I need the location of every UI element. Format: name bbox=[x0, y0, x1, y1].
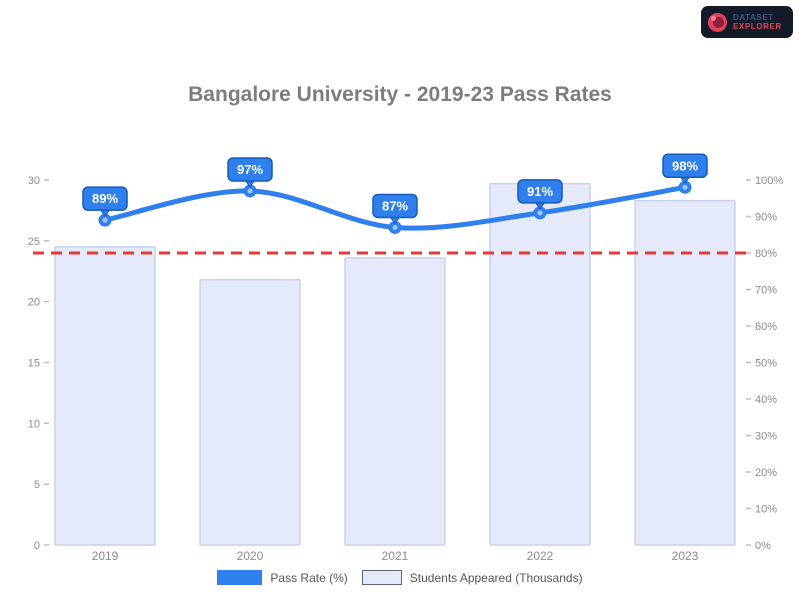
data-label-callout bbox=[517, 179, 563, 204]
data-label-callout bbox=[82, 186, 128, 211]
axes-layer: 30 25 20 15 10 5 0 100% 90% 80% 70% 60% 50% 40% 30% 20%… bbox=[28, 175, 784, 563]
trend-line-layer bbox=[98, 180, 692, 234]
y-axis-right-label: 40% bbox=[755, 394, 777, 406]
data-label-text: 91% bbox=[527, 184, 553, 199]
y-axis-right-label: 100% bbox=[755, 175, 783, 187]
y-axis-right-label: 60% bbox=[755, 321, 777, 333]
legend-item-students: Students Appeared (Thousands) bbox=[361, 570, 583, 585]
y-axis-left-label: 5 bbox=[34, 479, 40, 491]
y-axis-right-label: 20% bbox=[755, 467, 777, 479]
y-axis-right-label: 50% bbox=[755, 358, 777, 370]
app-logo-badge: DATASET EXPLORER bbox=[701, 6, 793, 38]
data-label-text: 89% bbox=[92, 191, 118, 206]
bar bbox=[54, 246, 156, 546]
data-point-core bbox=[392, 224, 398, 231]
bar bbox=[199, 279, 301, 546]
data-point-core bbox=[537, 210, 543, 216]
legend-swatch-bar-series bbox=[361, 570, 402, 585]
y-axis-left-label: 10 bbox=[28, 418, 40, 430]
chart-title: Bangalore University - 2019-23 Pass Rate… bbox=[188, 83, 612, 106]
data-label-text: 87% bbox=[382, 198, 408, 213]
logo-circle-icon bbox=[708, 12, 727, 32]
y-axis-right-label: 10% bbox=[755, 504, 777, 516]
data-label-callout bbox=[372, 193, 418, 219]
x-axis-label: 2022 bbox=[527, 549, 554, 563]
data-point-core bbox=[102, 217, 108, 223]
y-axis-left-label: 25 bbox=[28, 236, 40, 248]
legend-label-line-series: Pass Rate (%) bbox=[270, 570, 348, 585]
chart-legend: Pass Rate (%) Students Appeared (Thousan… bbox=[0, 570, 800, 585]
bars-layer bbox=[54, 182, 736, 546]
y-axis-left-label: 20 bbox=[28, 297, 40, 309]
legend-swatch-line-series bbox=[217, 570, 263, 585]
logo-text-line1: DATASET bbox=[733, 12, 774, 22]
y-axis-right-label: 30% bbox=[755, 431, 777, 443]
data-label-callout bbox=[662, 153, 708, 179]
y-axis-left-label: 30 bbox=[28, 175, 40, 187]
y-axis-right-label: 90% bbox=[755, 212, 777, 224]
y-axis-right-label: 80% bbox=[755, 248, 777, 260]
data-label-text: 97% bbox=[237, 162, 263, 177]
x-axis-label: 2020 bbox=[237, 549, 264, 563]
y-axis-right-label: 70% bbox=[755, 285, 777, 297]
data-label-text: 98% bbox=[672, 158, 698, 173]
x-axis-label: 2021 bbox=[382, 549, 409, 563]
legend-label-bar-series: Students Appeared (Thousands) bbox=[409, 570, 583, 585]
logo-text-line2: EXPLORER bbox=[733, 22, 782, 31]
data-point-core bbox=[247, 188, 253, 194]
data-point-core bbox=[682, 184, 688, 190]
y-axis-right-label: 0% bbox=[755, 540, 771, 552]
bar bbox=[344, 257, 446, 546]
bar bbox=[489, 182, 591, 546]
legend-item-pass-rate: Pass Rate (%) bbox=[217, 570, 348, 585]
x-axis-label: 2019 bbox=[92, 549, 119, 563]
bar bbox=[634, 199, 736, 546]
y-axis-left-label: 0 bbox=[34, 540, 40, 552]
data-label-callout bbox=[227, 157, 273, 182]
data-label-layer: 89% 97% 87% 91% 98% bbox=[82, 153, 708, 225]
x-axis-label: 2023 bbox=[672, 549, 699, 563]
y-axis-left-label: 15 bbox=[28, 358, 40, 370]
